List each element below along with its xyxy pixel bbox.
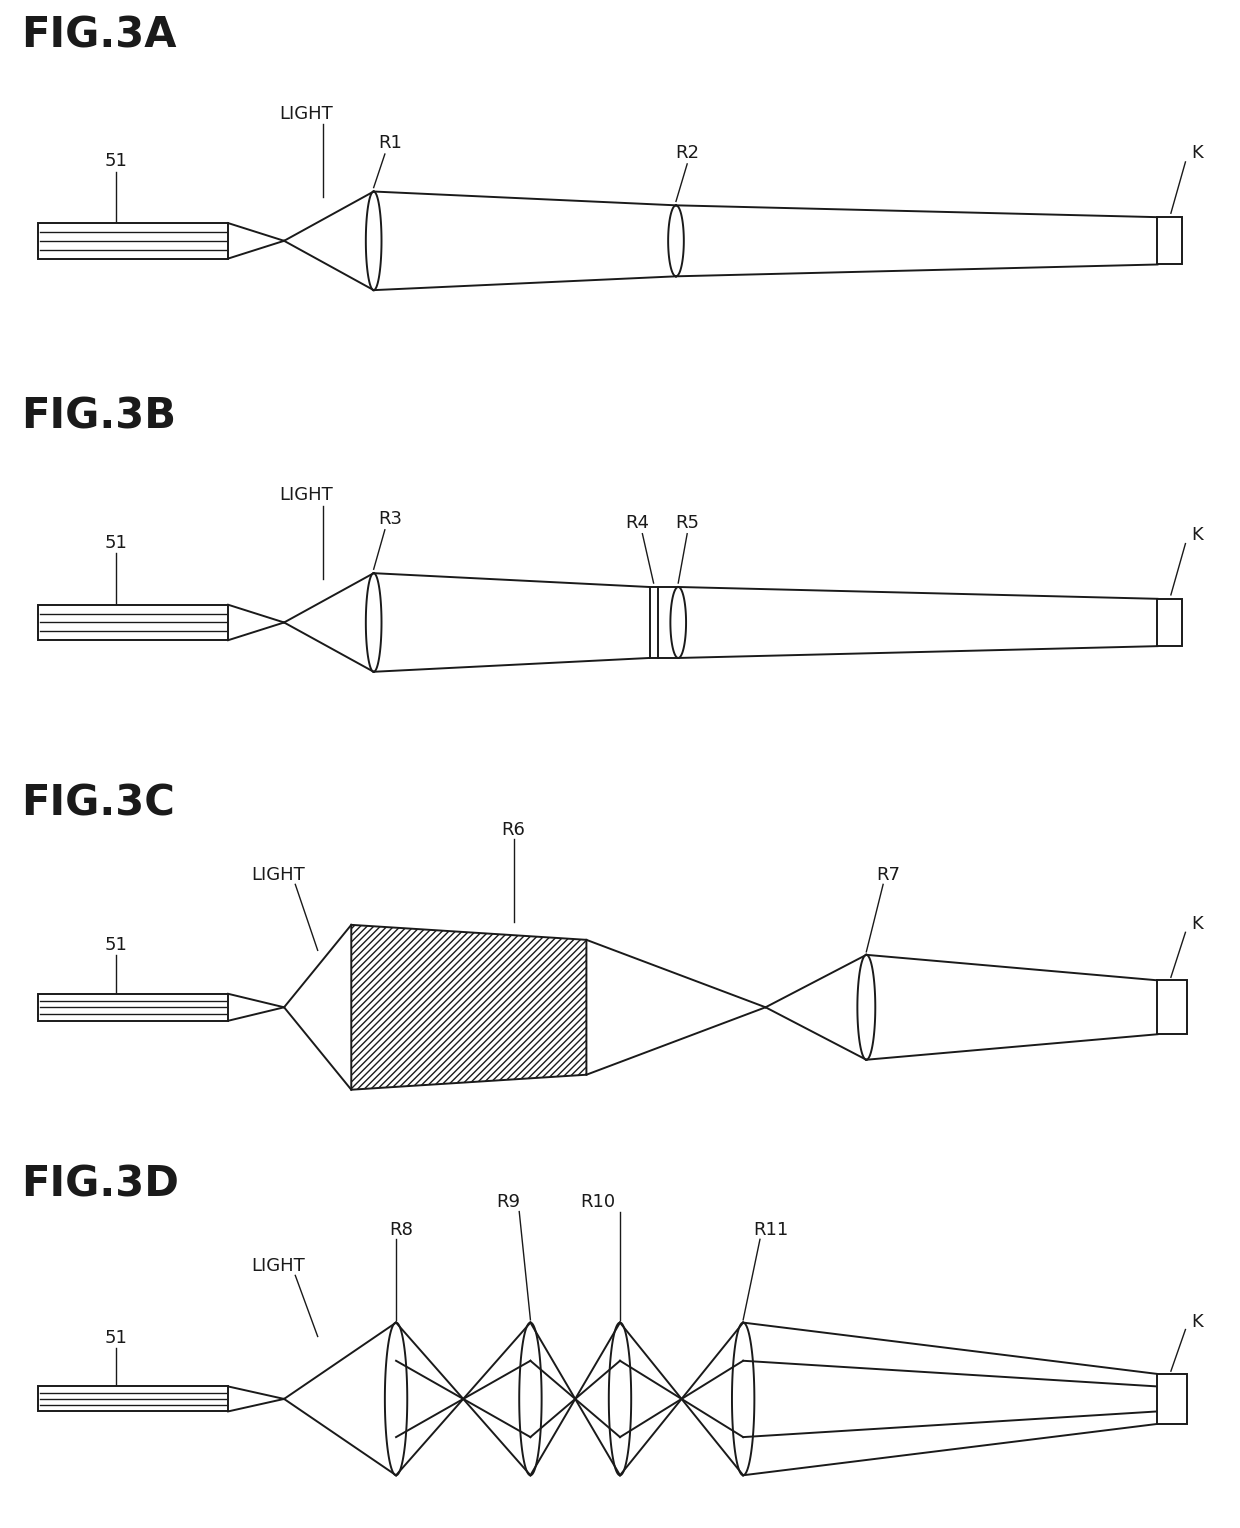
Bar: [1157, 217, 1182, 264]
Text: LIGHT: LIGHT: [279, 486, 334, 504]
Text: R8: R8: [389, 1221, 414, 1239]
Bar: [37, 223, 228, 258]
Text: FIG.3D: FIG.3D: [21, 1163, 179, 1206]
Text: 51: 51: [104, 1329, 128, 1348]
Bar: [1157, 1374, 1187, 1424]
Polygon shape: [351, 924, 587, 1089]
Text: R2: R2: [676, 144, 699, 162]
Text: 51: 51: [104, 937, 128, 955]
Text: LIGHT: LIGHT: [252, 866, 305, 883]
Text: K: K: [1190, 144, 1203, 162]
Bar: [1157, 599, 1182, 646]
Text: R3: R3: [378, 510, 403, 527]
Bar: [37, 605, 228, 640]
Text: R11: R11: [754, 1221, 789, 1239]
Text: 51: 51: [104, 533, 128, 552]
Text: R5: R5: [676, 513, 699, 532]
Text: K: K: [1190, 526, 1203, 544]
Text: FIG.3A: FIG.3A: [21, 14, 176, 57]
Text: K: K: [1190, 915, 1203, 934]
Bar: [1157, 981, 1187, 1034]
Text: FIG.3C: FIG.3C: [21, 782, 175, 825]
Text: R10: R10: [580, 1193, 615, 1212]
Bar: [650, 587, 657, 659]
Text: FIG.3B: FIG.3B: [21, 396, 176, 437]
Bar: [37, 1386, 228, 1412]
Text: R7: R7: [877, 866, 900, 883]
Bar: [37, 993, 228, 1021]
Text: R6: R6: [502, 821, 526, 839]
Text: R9: R9: [496, 1193, 520, 1212]
Text: 51: 51: [104, 151, 128, 170]
Text: R4: R4: [625, 513, 649, 532]
Text: K: K: [1190, 1313, 1203, 1331]
Text: LIGHT: LIGHT: [252, 1258, 305, 1276]
Text: R1: R1: [378, 134, 403, 153]
Text: LIGHT: LIGHT: [279, 104, 334, 122]
